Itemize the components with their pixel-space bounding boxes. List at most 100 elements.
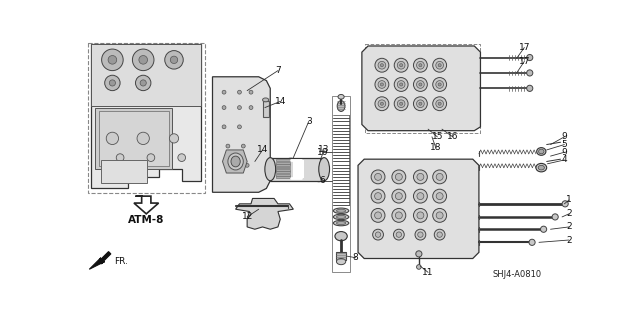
Ellipse shape — [436, 193, 443, 200]
Ellipse shape — [417, 100, 424, 108]
Ellipse shape — [106, 132, 118, 145]
Ellipse shape — [397, 81, 405, 88]
Ellipse shape — [319, 158, 330, 181]
Ellipse shape — [335, 232, 348, 241]
Ellipse shape — [433, 208, 447, 222]
Ellipse shape — [147, 154, 155, 161]
Ellipse shape — [311, 160, 326, 182]
Text: 12: 12 — [241, 212, 253, 221]
Ellipse shape — [415, 229, 426, 240]
Ellipse shape — [413, 170, 428, 184]
Ellipse shape — [433, 78, 447, 92]
Text: 6: 6 — [320, 176, 326, 185]
Ellipse shape — [419, 102, 422, 105]
Bar — [276, 162, 291, 164]
Ellipse shape — [417, 193, 424, 200]
Ellipse shape — [375, 232, 381, 237]
Ellipse shape — [375, 58, 389, 72]
Ellipse shape — [552, 214, 558, 220]
Ellipse shape — [241, 144, 245, 148]
Bar — [276, 174, 291, 176]
Ellipse shape — [435, 229, 445, 240]
Ellipse shape — [231, 156, 240, 167]
Ellipse shape — [378, 81, 386, 88]
Ellipse shape — [536, 163, 547, 172]
Ellipse shape — [438, 64, 441, 67]
Ellipse shape — [170, 134, 179, 143]
Bar — [365, 44, 480, 133]
Ellipse shape — [413, 58, 428, 72]
Bar — [292, 160, 304, 178]
Text: 15: 15 — [431, 132, 443, 141]
Ellipse shape — [413, 189, 428, 203]
Ellipse shape — [417, 212, 424, 219]
Polygon shape — [223, 150, 247, 173]
Ellipse shape — [337, 101, 345, 111]
Ellipse shape — [280, 159, 302, 180]
Ellipse shape — [438, 83, 441, 86]
Ellipse shape — [562, 201, 568, 207]
Bar — [276, 176, 291, 178]
Ellipse shape — [375, 97, 389, 111]
Ellipse shape — [541, 226, 547, 232]
Ellipse shape — [374, 174, 381, 180]
Bar — [337, 252, 346, 260]
Ellipse shape — [245, 163, 249, 167]
Ellipse shape — [140, 80, 147, 86]
Ellipse shape — [170, 56, 178, 63]
Ellipse shape — [222, 106, 226, 109]
Text: 2: 2 — [566, 209, 572, 218]
Ellipse shape — [417, 174, 424, 180]
Ellipse shape — [102, 49, 123, 70]
Ellipse shape — [105, 75, 120, 91]
Ellipse shape — [436, 212, 443, 219]
Ellipse shape — [371, 208, 385, 222]
Ellipse shape — [375, 78, 389, 92]
Text: 9: 9 — [561, 148, 567, 157]
Ellipse shape — [374, 193, 381, 200]
Ellipse shape — [397, 100, 405, 108]
Bar — [332, 96, 350, 271]
Ellipse shape — [436, 81, 444, 88]
Ellipse shape — [527, 55, 533, 61]
Text: 18: 18 — [430, 143, 442, 152]
Ellipse shape — [371, 189, 385, 203]
Ellipse shape — [136, 75, 151, 91]
Ellipse shape — [380, 102, 383, 105]
Ellipse shape — [137, 132, 149, 145]
Ellipse shape — [337, 215, 346, 219]
Text: 5: 5 — [561, 140, 567, 149]
Ellipse shape — [392, 189, 406, 203]
Ellipse shape — [222, 90, 226, 94]
Ellipse shape — [539, 149, 544, 154]
Ellipse shape — [394, 97, 408, 111]
Ellipse shape — [437, 232, 442, 237]
Ellipse shape — [337, 221, 346, 225]
Ellipse shape — [537, 148, 546, 155]
Ellipse shape — [529, 239, 535, 245]
Text: 16: 16 — [447, 132, 458, 141]
Ellipse shape — [416, 251, 422, 257]
Text: FR.: FR. — [114, 257, 128, 266]
Ellipse shape — [417, 81, 424, 88]
Text: 14: 14 — [275, 97, 286, 106]
Text: 7: 7 — [275, 66, 281, 75]
Ellipse shape — [538, 165, 545, 170]
Polygon shape — [134, 196, 159, 214]
Ellipse shape — [394, 58, 408, 72]
Bar — [276, 164, 291, 166]
Ellipse shape — [378, 61, 386, 69]
Ellipse shape — [265, 158, 276, 181]
Polygon shape — [90, 252, 111, 269]
Ellipse shape — [417, 265, 421, 269]
Ellipse shape — [394, 78, 408, 92]
Ellipse shape — [417, 61, 424, 69]
Ellipse shape — [374, 212, 381, 219]
Ellipse shape — [380, 83, 383, 86]
Text: ATM-8: ATM-8 — [128, 215, 164, 225]
Ellipse shape — [418, 232, 423, 237]
Text: 9: 9 — [561, 132, 567, 141]
Ellipse shape — [433, 58, 447, 72]
Ellipse shape — [399, 64, 403, 67]
Ellipse shape — [419, 64, 422, 67]
